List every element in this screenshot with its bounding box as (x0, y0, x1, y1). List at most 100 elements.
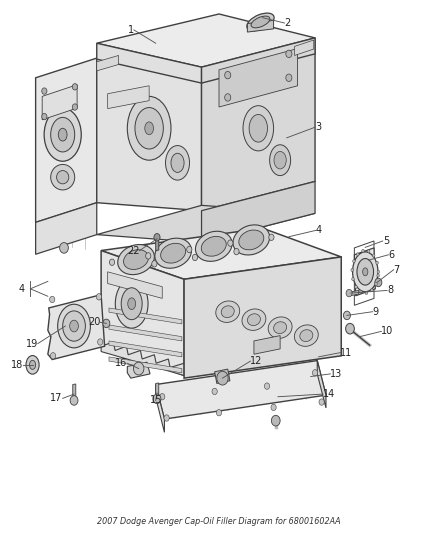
Ellipse shape (145, 122, 153, 135)
Ellipse shape (29, 360, 35, 369)
Ellipse shape (58, 128, 67, 141)
Polygon shape (127, 362, 150, 378)
Ellipse shape (155, 238, 191, 268)
Circle shape (367, 249, 370, 253)
Polygon shape (48, 295, 105, 360)
Polygon shape (201, 38, 315, 211)
Circle shape (228, 240, 233, 246)
Polygon shape (35, 203, 97, 254)
Ellipse shape (161, 244, 186, 263)
Text: 4: 4 (316, 225, 322, 236)
Circle shape (353, 260, 355, 263)
Circle shape (72, 104, 78, 110)
Text: 20: 20 (88, 317, 100, 327)
Circle shape (153, 394, 161, 403)
Circle shape (319, 399, 324, 405)
Polygon shape (101, 228, 341, 279)
Circle shape (159, 393, 165, 400)
Polygon shape (155, 384, 164, 432)
Ellipse shape (274, 151, 286, 169)
Polygon shape (97, 205, 315, 243)
Text: 1: 1 (128, 25, 134, 35)
Circle shape (225, 94, 231, 101)
Text: 7: 7 (394, 265, 400, 274)
Polygon shape (108, 86, 149, 109)
Ellipse shape (247, 314, 261, 326)
Text: 11: 11 (340, 348, 353, 358)
Circle shape (164, 415, 169, 421)
Ellipse shape (201, 237, 226, 256)
Polygon shape (101, 251, 184, 375)
Polygon shape (215, 369, 230, 383)
Text: 10: 10 (381, 326, 394, 336)
Ellipse shape (242, 309, 266, 330)
Polygon shape (254, 336, 280, 354)
Circle shape (365, 292, 368, 295)
Polygon shape (97, 43, 201, 83)
Ellipse shape (128, 298, 136, 310)
Polygon shape (97, 28, 315, 67)
Ellipse shape (135, 108, 163, 149)
Polygon shape (108, 272, 162, 298)
Polygon shape (201, 181, 315, 243)
Ellipse shape (357, 259, 374, 285)
Polygon shape (201, 38, 315, 83)
Polygon shape (97, 14, 315, 67)
Circle shape (96, 294, 102, 300)
Text: 19: 19 (25, 338, 38, 349)
Circle shape (362, 249, 364, 253)
Circle shape (60, 243, 68, 253)
Circle shape (286, 50, 292, 58)
Circle shape (234, 248, 239, 255)
Circle shape (216, 409, 222, 416)
Polygon shape (73, 384, 76, 399)
Polygon shape (101, 342, 184, 375)
Text: 18: 18 (11, 360, 23, 370)
Circle shape (146, 253, 151, 259)
Ellipse shape (70, 320, 78, 332)
Circle shape (352, 278, 354, 281)
Text: 4: 4 (18, 284, 25, 294)
Circle shape (374, 282, 377, 286)
Circle shape (212, 388, 217, 394)
Circle shape (351, 269, 353, 271)
Circle shape (343, 311, 350, 320)
Circle shape (103, 319, 110, 328)
Circle shape (375, 278, 382, 287)
Ellipse shape (195, 231, 232, 261)
Ellipse shape (121, 288, 142, 320)
Ellipse shape (124, 249, 148, 270)
Polygon shape (219, 49, 297, 107)
Polygon shape (109, 357, 182, 373)
Text: 15: 15 (149, 395, 162, 406)
Ellipse shape (233, 225, 270, 255)
Circle shape (372, 254, 375, 257)
Circle shape (286, 74, 292, 82)
Circle shape (42, 88, 47, 94)
Circle shape (42, 114, 47, 120)
Ellipse shape (270, 145, 290, 175)
Circle shape (49, 296, 55, 303)
Ellipse shape (216, 301, 240, 322)
Ellipse shape (63, 311, 85, 341)
Text: 12: 12 (251, 356, 263, 366)
Ellipse shape (221, 306, 234, 318)
Text: 16: 16 (115, 358, 127, 368)
Text: 6: 6 (389, 250, 395, 260)
Ellipse shape (353, 252, 378, 292)
Circle shape (265, 383, 270, 389)
Polygon shape (97, 55, 119, 71)
Ellipse shape (300, 330, 313, 342)
Text: 5: 5 (383, 236, 389, 246)
Circle shape (360, 290, 362, 293)
Circle shape (377, 274, 379, 277)
Ellipse shape (243, 106, 274, 151)
Ellipse shape (51, 117, 75, 152)
Text: 17: 17 (50, 393, 63, 403)
Polygon shape (294, 40, 314, 55)
Ellipse shape (166, 146, 190, 180)
Text: 22: 22 (127, 246, 140, 255)
Polygon shape (317, 361, 326, 408)
Circle shape (376, 261, 378, 264)
Polygon shape (109, 341, 182, 357)
